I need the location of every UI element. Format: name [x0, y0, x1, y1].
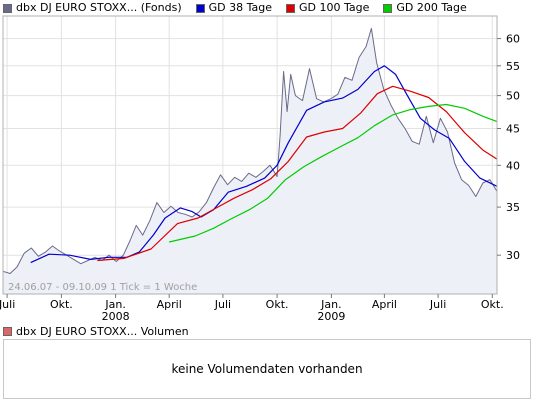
x-tick-label: Jan. [320, 298, 341, 311]
y-tick-label: 45 [506, 123, 520, 136]
legend-swatch [3, 3, 12, 13]
x-tick-label: April [372, 298, 397, 311]
chart-legend: dbx DJ EURO STOXX... (Fonds) GD 38 Tage GD… [3, 1, 481, 15]
y-tick-label: 60 [506, 33, 520, 46]
volume-legend-swatch [3, 327, 12, 336]
series-line-gd200 [169, 103, 498, 243]
x-year-label: 2008 [102, 310, 130, 323]
chart-lines [2, 27, 498, 274]
price-area [3, 28, 497, 295]
legend-label: dbx DJ EURO STOXX... (Fonds) [16, 1, 182, 14]
y-tick-label: 55 [506, 60, 520, 73]
x-tick-label: Okt. [481, 298, 504, 311]
volume-legend: dbx DJ EURO STOXX... Volumen [3, 325, 189, 338]
x-tick-label: Okt. [50, 298, 73, 311]
x-tick-label: Juli [0, 298, 15, 311]
y-axis: 30 35 40 45 50 55 60 [497, 33, 520, 262]
legend-label: GD 200 Tage [396, 1, 467, 14]
legend-swatch [286, 3, 296, 13]
legend-swatch [383, 3, 393, 13]
plot-frame [2, 15, 498, 295]
y-tick-label: 35 [506, 201, 520, 214]
series-line-gd100 [97, 85, 498, 262]
x-tick-label: Juli [429, 298, 446, 311]
x-tick-label: Juli [214, 298, 231, 311]
volume-empty-text: keine Volumendaten vorhanden [171, 362, 363, 376]
volume-legend-label: dbx DJ EURO STOXX... Volumen [16, 325, 189, 338]
legend-item: GD 38 Tage [195, 1, 273, 15]
legend-item: dbx DJ EURO STOXX... (Fonds) [3, 1, 182, 15]
legend-item: GD 200 Tage [383, 1, 467, 15]
y-tick-label: 30 [506, 249, 520, 262]
plot-border [2, 15, 498, 295]
y-tick-label: 50 [506, 90, 520, 103]
x-tick-label: Jan. [104, 298, 125, 311]
chart-info-text: 24.06.07 - 09.10.09 1 Tick = 1 Woche [8, 282, 197, 293]
x-tick-label: April [157, 298, 182, 311]
volume-panel: keine Volumendaten vorhanden [3, 339, 531, 399]
legend-label: GD 38 Tage [208, 1, 273, 14]
legend-swatch [195, 3, 205, 13]
x-tick-label: Okt. [266, 298, 289, 311]
legend-label: GD 100 Tage [299, 1, 370, 14]
y-tick-label: 40 [506, 159, 520, 172]
x-year-label: 2009 [317, 310, 345, 323]
legend-item: GD 100 Tage [286, 1, 369, 15]
price-area-fill [3, 28, 497, 295]
series-line-price [2, 27, 498, 274]
